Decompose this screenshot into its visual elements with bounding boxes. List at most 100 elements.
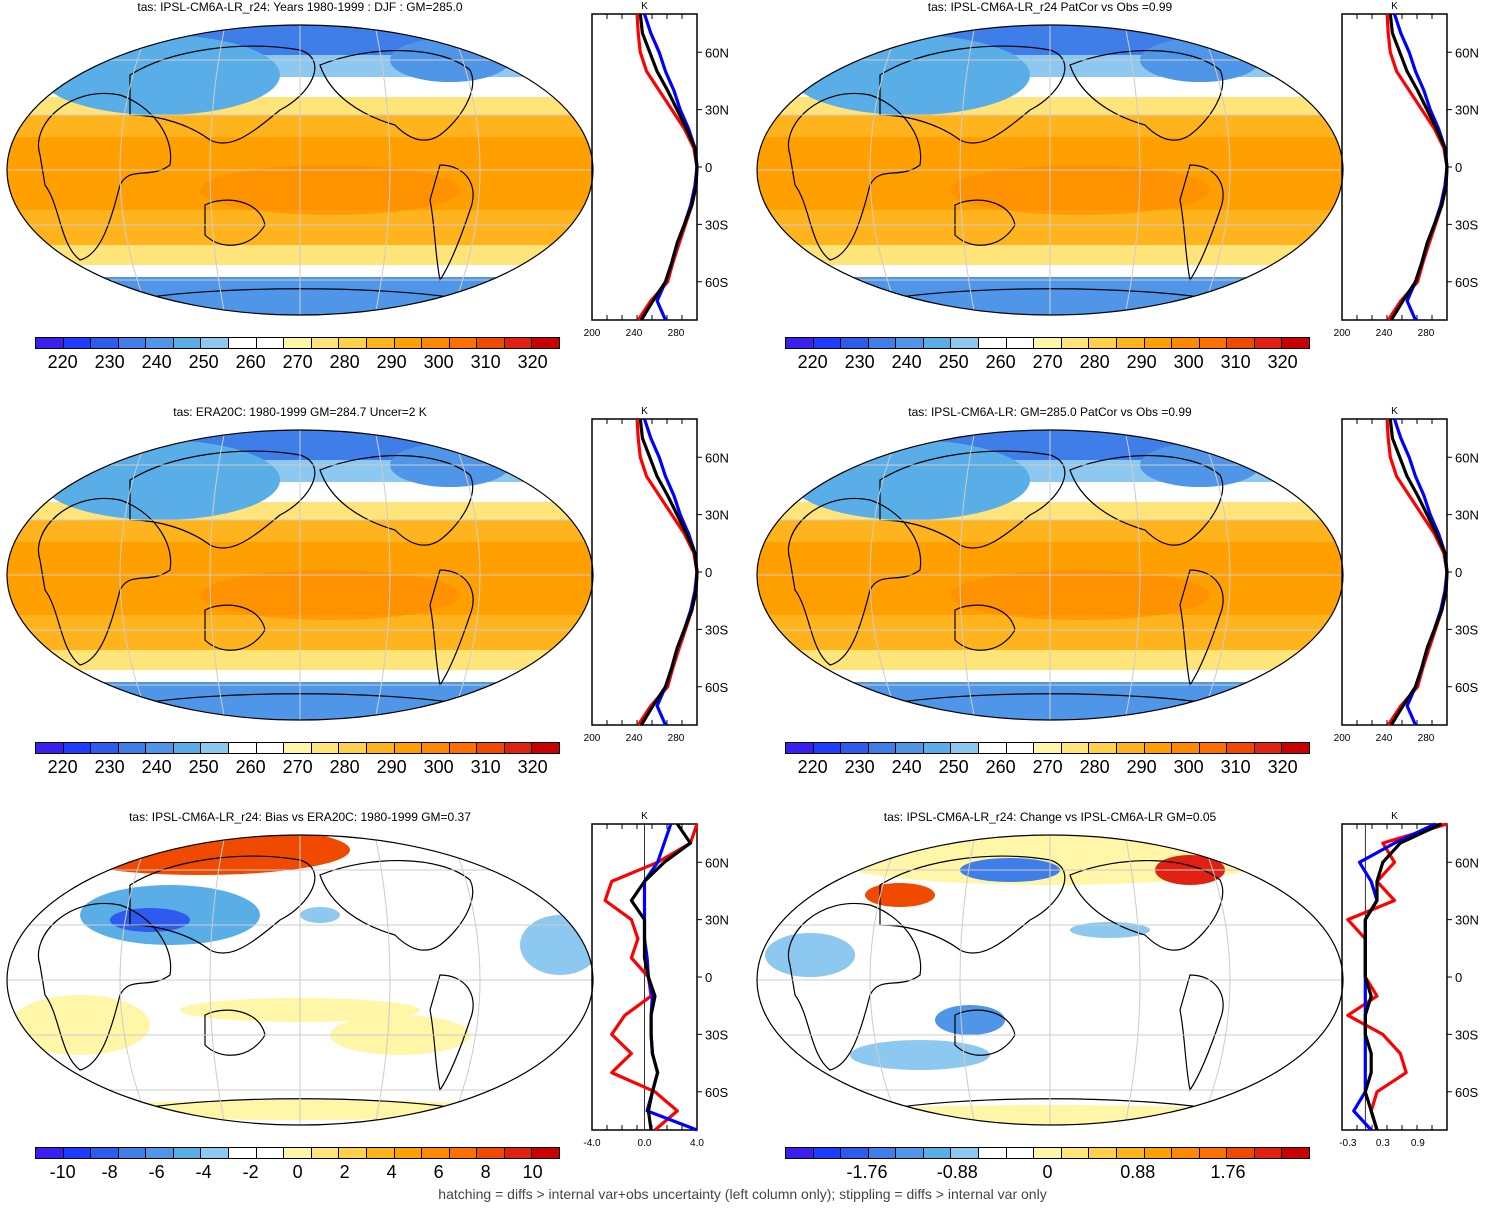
colorbar-swatch bbox=[36, 338, 64, 348]
colorbar-label: 220 bbox=[47, 352, 78, 372]
colorbar-swatch bbox=[868, 1148, 897, 1158]
profile-xtick-label: 0.9 bbox=[1411, 1138, 1425, 1149]
coastline bbox=[1069, 454, 1224, 546]
colorbar-swatch bbox=[366, 1148, 395, 1158]
colorbar-label: 290 bbox=[376, 757, 407, 777]
profile-line-black bbox=[1388, 13, 1449, 321]
colorbar-swatch bbox=[1199, 743, 1228, 753]
colorbar-swatch bbox=[1254, 1148, 1283, 1158]
cold-change bbox=[765, 933, 855, 977]
colorbar-label: 250 bbox=[188, 352, 219, 372]
colorbar-label: 260 bbox=[985, 757, 1016, 777]
coastline bbox=[429, 974, 474, 1092]
colorbar-swatch bbox=[786, 1148, 814, 1158]
colorbar-swatch bbox=[1034, 743, 1062, 753]
coastline bbox=[37, 497, 172, 666]
colorbar-label: 300 bbox=[423, 757, 454, 777]
colorbar-swatch bbox=[1254, 338, 1283, 348]
colorbar-swatch bbox=[841, 743, 869, 753]
profile-lat-label: 60S bbox=[705, 1085, 728, 1100]
colorbar-swatch bbox=[896, 743, 924, 753]
profile-xtick-label: 0.3 bbox=[1376, 1138, 1390, 1149]
colorbar-swatch bbox=[256, 1148, 285, 1158]
profile-xtick-label: 200 bbox=[1334, 733, 1351, 744]
profile-frame bbox=[1341, 823, 1448, 1131]
colorbar-swatch bbox=[841, 338, 869, 348]
profile-lat-label: 60N bbox=[1455, 450, 1479, 465]
warm-pool bbox=[200, 570, 460, 620]
colorbar-swatch bbox=[951, 338, 980, 348]
colorbar-swatch bbox=[173, 1148, 202, 1158]
colorbar-swatch bbox=[366, 743, 395, 753]
colorbar-label: 260 bbox=[235, 757, 266, 777]
profile-lat-label: 30S bbox=[1455, 1027, 1478, 1042]
colorbar-swatch bbox=[1172, 1148, 1200, 1158]
cold-region bbox=[790, 35, 1030, 115]
colorbar-swatch bbox=[284, 338, 312, 348]
map-robinson bbox=[6, 24, 594, 316]
colorbar-label: 230 bbox=[844, 352, 875, 372]
colorbar-swatch bbox=[146, 743, 174, 753]
colorbar-swatch bbox=[339, 743, 367, 753]
colorbar-label: -4 bbox=[195, 1162, 212, 1182]
colorbar-labels: 220 230 240 250 260 270 280 290 300 310 320 bbox=[35, 757, 560, 777]
colorbar-swatch bbox=[1061, 743, 1090, 753]
warm-pool bbox=[950, 165, 1210, 215]
colorbar-swatch bbox=[146, 1148, 174, 1158]
profile-frame bbox=[591, 418, 698, 726]
coastline bbox=[429, 164, 474, 282]
colorbar-swatch bbox=[1172, 743, 1200, 753]
profile-lat-label: 0 bbox=[705, 565, 712, 580]
profile-lat-label: 60N bbox=[1455, 855, 1479, 870]
map-outline bbox=[6, 24, 594, 316]
colorbar-swatch bbox=[1089, 1148, 1117, 1158]
colorbar-swatch bbox=[1061, 1148, 1090, 1158]
colorbar-swatch bbox=[1172, 338, 1200, 348]
zonal-profile: K 60N 30N 0 30S 60S 200 240 280 bbox=[584, 1, 729, 339]
colorbar-label: 290 bbox=[1126, 352, 1157, 372]
colorbar-label: 250 bbox=[938, 757, 969, 777]
colorbar-label: 270 bbox=[1032, 757, 1063, 777]
colorbar-swatch bbox=[504, 1148, 533, 1158]
colorbar-label: 220 bbox=[47, 757, 78, 777]
profile-lat-label: 0 bbox=[705, 160, 712, 175]
colorbar-label: 240 bbox=[891, 757, 922, 777]
profile-lat-label: 30S bbox=[1455, 622, 1478, 637]
coastline bbox=[37, 92, 172, 261]
map-robinson bbox=[6, 834, 594, 1126]
colorbar-label: 320 bbox=[517, 352, 548, 372]
coastline bbox=[787, 497, 922, 666]
colorbar-swatch bbox=[1282, 1148, 1309, 1158]
colorbar bbox=[785, 1147, 1310, 1159]
coastline bbox=[37, 902, 172, 1071]
colorbar-swatch bbox=[1006, 743, 1035, 753]
profile-unit: K bbox=[1391, 811, 1398, 822]
profile-lat-label: 60S bbox=[705, 680, 728, 695]
colorbar-swatch bbox=[979, 1148, 1007, 1158]
warm-bias bbox=[10, 995, 150, 1055]
colorbar-swatch bbox=[63, 338, 92, 348]
colorbar-label: 310 bbox=[470, 352, 501, 372]
profile-xtick-label: 280 bbox=[1418, 733, 1435, 744]
colorbar-swatch bbox=[63, 1148, 92, 1158]
colorbar-swatch bbox=[1282, 743, 1309, 753]
colorbar-label: 270 bbox=[1032, 352, 1063, 372]
profile-xtick-label: 240 bbox=[1376, 328, 1393, 339]
colorbar-label: 280 bbox=[1079, 757, 1110, 777]
profile-unit: K bbox=[641, 1, 648, 12]
colorbar-label: 270 bbox=[282, 352, 313, 372]
colorbar-label: -1.76 bbox=[846, 1162, 888, 1182]
map-outline bbox=[6, 429, 594, 721]
profile-lat-label: 30S bbox=[705, 217, 728, 232]
colorbar-label: 6 bbox=[433, 1162, 444, 1182]
warm-pool bbox=[200, 165, 460, 215]
colorbar-label: 230 bbox=[844, 757, 875, 777]
colorbar-swatch bbox=[449, 1148, 478, 1158]
colorbar-label: 260 bbox=[985, 352, 1016, 372]
colorbar-swatch bbox=[422, 743, 450, 753]
profile-lat-label: 60N bbox=[1455, 45, 1479, 60]
profile-xtick-label: 280 bbox=[1418, 328, 1435, 339]
zonal-profile: K 60N 30N 0 30S 60S -4.0 0.0 4.0 bbox=[583, 811, 728, 1149]
colorbar-labels: 220 230 240 250 260 270 280 290 300 310 320 bbox=[785, 352, 1310, 372]
colorbar bbox=[35, 337, 560, 349]
